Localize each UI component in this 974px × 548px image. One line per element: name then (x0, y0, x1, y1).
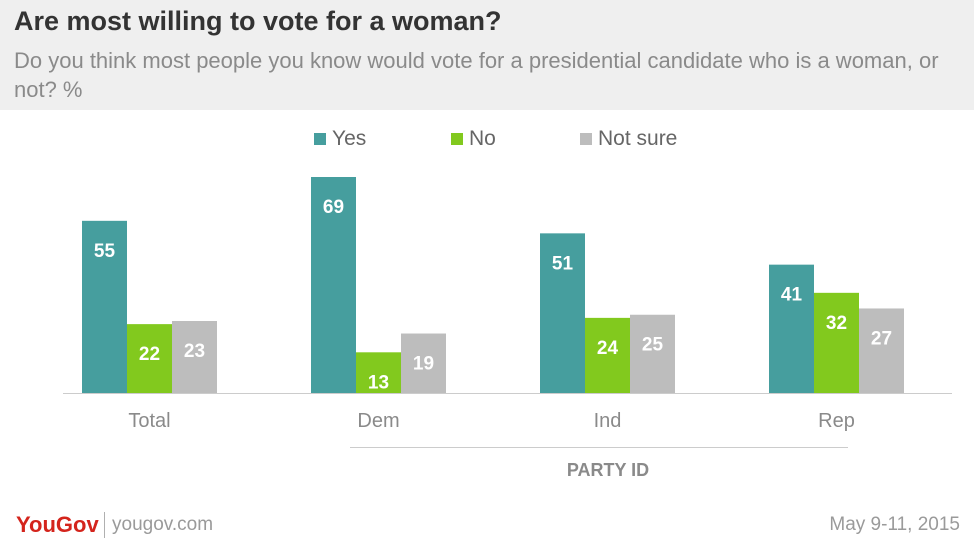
chart-title: Are most willing to vote for a woman? (14, 6, 502, 36)
legend-item-no: No (451, 124, 496, 154)
footer-date: May 9-11, 2015 (829, 514, 960, 535)
data-label-total-no: 22 (139, 344, 160, 365)
data-label-ind-not-sure: 25 (642, 335, 664, 356)
bar-rep-not-sure (859, 308, 904, 393)
bar-total-not-sure (172, 321, 217, 393)
legend-swatch-yes (314, 133, 326, 145)
data-label-dem-yes: 69 (323, 197, 344, 218)
chart-subtitle: Do you think most people you know would … (14, 48, 939, 102)
data-label-dem-no: 13 (368, 372, 389, 393)
bar-ind-yes (540, 233, 585, 393)
footer-divider (104, 512, 105, 538)
data-label-rep-yes: 41 (781, 285, 803, 306)
bar-dem-not-sure (401, 333, 446, 393)
legend-label-no: No (469, 127, 496, 150)
bar-total-yes (82, 220, 127, 393)
legend-item-not-sure: Not sure (580, 124, 677, 154)
data-label-total-yes: 55 (94, 241, 116, 262)
data-label-total-not-sure: 23 (184, 341, 205, 362)
bar-ind-no (585, 317, 630, 393)
data-label-ind-yes: 51 (552, 253, 574, 274)
category-label-dem: Dem (357, 410, 399, 432)
category-label-rep: Rep (818, 410, 855, 432)
chart-header: Are most willing to vote for a woman? Do… (0, 0, 974, 110)
legend-swatch-no (451, 133, 463, 145)
bar-rep-no (814, 292, 859, 393)
yougov-logo: YouGov (16, 512, 99, 537)
bar-dem-yes (311, 177, 356, 393)
footer-site: yougov.com (112, 514, 214, 535)
chart-legend: Yes No Not sure (0, 124, 974, 154)
legend-item-yes: Yes (314, 124, 366, 154)
data-label-rep-not-sure: 27 (871, 328, 892, 349)
category-label-total: Total (128, 410, 170, 432)
legend-label-not-sure: Not sure (598, 127, 678, 150)
legend-swatch-not-sure (580, 133, 592, 145)
bar-ind-not-sure (630, 314, 675, 393)
party-id-label: PARTY ID (567, 460, 649, 480)
data-label-rep-no: 32 (826, 313, 847, 334)
bar-rep-yes (769, 264, 814, 393)
bar-total-no (127, 324, 172, 393)
data-label-dem-not-sure: 19 (413, 354, 434, 375)
legend-label-yes: Yes (332, 127, 367, 150)
data-label-ind-no: 24 (597, 338, 619, 359)
category-label-ind: Ind (594, 410, 622, 432)
bar-dem-no (356, 352, 401, 393)
